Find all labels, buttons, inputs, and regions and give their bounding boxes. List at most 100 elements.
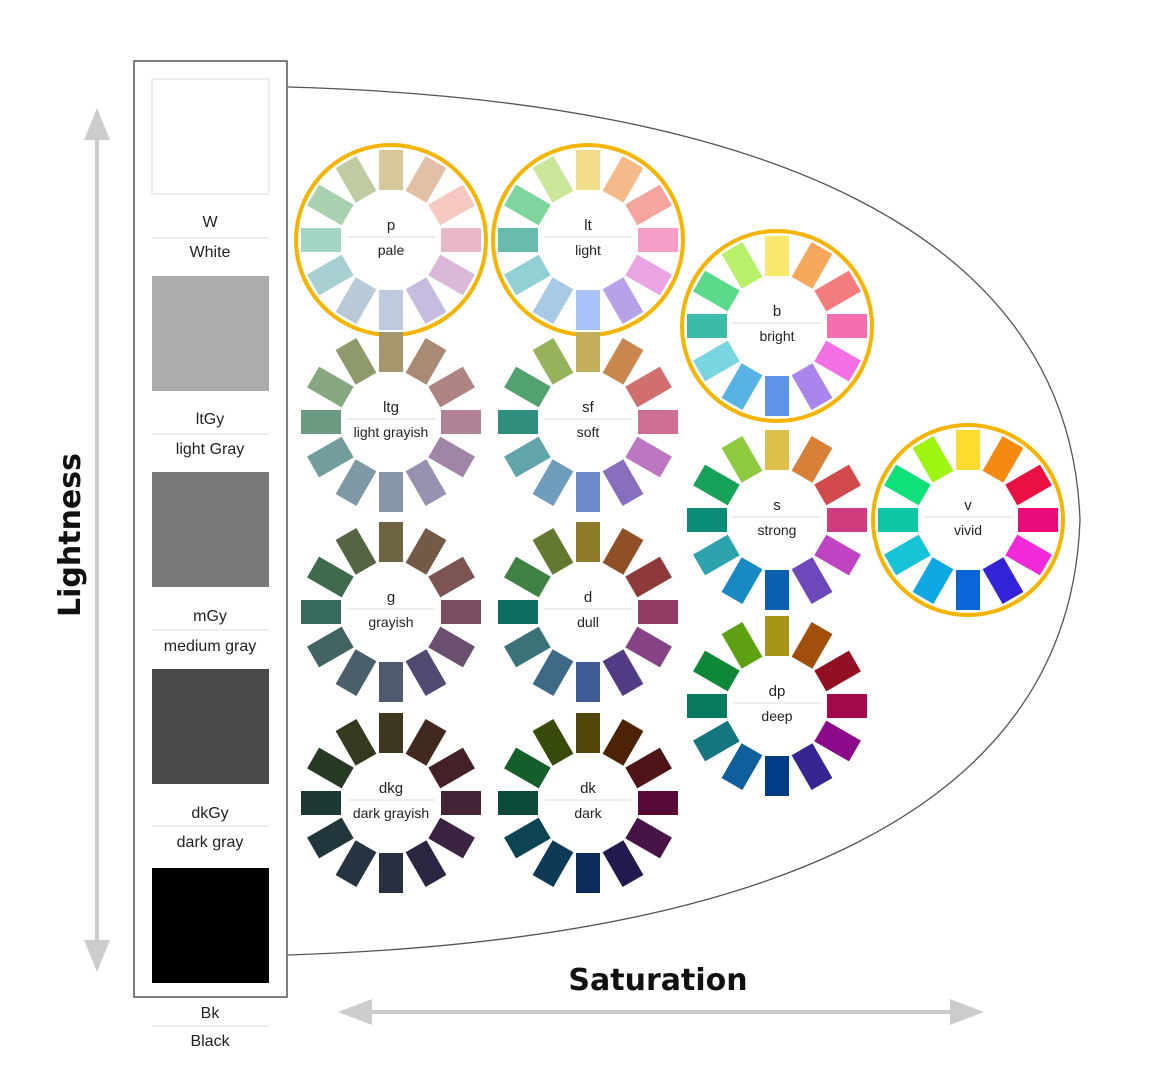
gray-swatch-color bbox=[152, 669, 269, 784]
hue-swatch bbox=[428, 366, 475, 408]
hue-swatch bbox=[687, 694, 727, 718]
tone-code: v bbox=[964, 497, 972, 514]
tone-wheels: p pale lt light b bright v vivid ltg light grayis… bbox=[294, 143, 1065, 893]
tone-code: ltg bbox=[383, 399, 399, 416]
hue-swatch bbox=[765, 616, 789, 656]
hue-swatch bbox=[693, 464, 740, 506]
tone-code: dkg bbox=[379, 780, 403, 797]
hue-swatch bbox=[638, 791, 678, 815]
hue-swatch bbox=[956, 430, 980, 470]
hue-swatch bbox=[687, 508, 727, 532]
hue-swatch bbox=[379, 522, 403, 562]
saturation-label: Saturation bbox=[568, 963, 747, 998]
tone-space-outline bbox=[287, 86, 1081, 956]
hue-swatch bbox=[532, 156, 574, 203]
hue-swatch bbox=[405, 459, 447, 506]
gray-swatch-bk: Bk Black bbox=[152, 868, 269, 1050]
tone-name: light bbox=[575, 242, 601, 258]
hue-swatch bbox=[428, 556, 475, 598]
gray-code: W bbox=[202, 214, 218, 231]
gray-code: mGy bbox=[193, 608, 227, 625]
gray-code: ltGy bbox=[196, 411, 224, 428]
hue-swatch bbox=[576, 332, 600, 372]
hue-swatch bbox=[335, 156, 377, 203]
gray-name: Black bbox=[190, 1033, 230, 1050]
hue-swatch bbox=[532, 338, 574, 385]
hue-swatch bbox=[335, 649, 377, 696]
hue-swatch bbox=[504, 626, 551, 668]
hue-swatch bbox=[602, 649, 644, 696]
hue-swatch bbox=[307, 436, 354, 478]
hue-swatch bbox=[693, 270, 740, 312]
hue-swatch bbox=[335, 840, 377, 887]
hue-swatch bbox=[379, 662, 403, 702]
tone-wheel-dkg: dkg dark grayish bbox=[301, 713, 481, 893]
hue-swatch bbox=[307, 366, 354, 408]
hue-swatch bbox=[405, 719, 447, 766]
hue-swatch bbox=[335, 338, 377, 385]
hue-swatch bbox=[405, 528, 447, 575]
tone-wheel-dp: dp deep bbox=[687, 616, 867, 796]
hue-swatch bbox=[814, 720, 861, 762]
tone-name: light grayish bbox=[354, 424, 429, 440]
tone-code: dk bbox=[580, 780, 596, 797]
hue-swatch bbox=[791, 242, 833, 289]
hue-swatch bbox=[307, 817, 354, 859]
tone-code: p bbox=[387, 217, 395, 234]
hue-swatch bbox=[721, 557, 763, 604]
hue-swatch bbox=[884, 534, 931, 576]
hue-swatch bbox=[912, 436, 954, 483]
hue-swatch bbox=[301, 410, 341, 434]
hue-swatch bbox=[625, 366, 672, 408]
tone-code: g bbox=[387, 589, 395, 606]
gray-code: Bk bbox=[201, 1005, 221, 1022]
gray-name: dark gray bbox=[177, 834, 244, 851]
hue-swatch bbox=[814, 650, 861, 692]
hue-swatch bbox=[827, 314, 867, 338]
hue-swatch bbox=[814, 464, 861, 506]
tone-wheel-g: g grayish bbox=[301, 522, 481, 702]
tone-name: pale bbox=[378, 242, 405, 258]
hue-swatch bbox=[441, 600, 481, 624]
hue-swatch bbox=[504, 254, 551, 296]
hue-swatch bbox=[602, 528, 644, 575]
hue-swatch bbox=[498, 791, 538, 815]
hue-swatch bbox=[576, 713, 600, 753]
hue-swatch bbox=[791, 436, 833, 483]
highlight-ring bbox=[680, 229, 874, 423]
tone-name: bright bbox=[759, 328, 794, 344]
lightness-arrow-head-bottom bbox=[84, 940, 110, 972]
hue-swatch bbox=[335, 459, 377, 506]
hue-swatch bbox=[335, 528, 377, 575]
hue-swatch bbox=[428, 436, 475, 478]
hue-swatch bbox=[405, 277, 447, 324]
hue-swatch bbox=[721, 743, 763, 790]
tone-name: deep bbox=[761, 708, 792, 724]
hue-swatch bbox=[721, 622, 763, 669]
tone-code: d bbox=[584, 589, 592, 606]
tone-wheel-s: s strong bbox=[687, 430, 867, 610]
hue-swatch bbox=[576, 522, 600, 562]
tone-name: grayish bbox=[368, 614, 413, 630]
hue-swatch bbox=[625, 254, 672, 296]
hue-swatch bbox=[504, 556, 551, 598]
gray-swatch-mgy: mGy medium gray bbox=[152, 472, 269, 655]
tone-wheel-dk: dk dark bbox=[498, 713, 678, 893]
gray-name: White bbox=[190, 244, 231, 261]
gray-code: dkGy bbox=[191, 805, 228, 822]
hue-swatch bbox=[791, 743, 833, 790]
hue-swatch bbox=[693, 340, 740, 382]
hue-swatch bbox=[814, 534, 861, 576]
tone-name: dull bbox=[577, 614, 599, 630]
hue-swatch bbox=[301, 228, 341, 252]
hue-swatch bbox=[405, 840, 447, 887]
hue-swatch bbox=[791, 622, 833, 669]
tone-code: dp bbox=[769, 683, 786, 700]
tone-wheel-v: v vivid bbox=[871, 423, 1065, 617]
tone-code: s bbox=[773, 497, 781, 514]
hue-swatch bbox=[625, 817, 672, 859]
hue-swatch bbox=[765, 376, 789, 416]
hue-swatch bbox=[721, 436, 763, 483]
